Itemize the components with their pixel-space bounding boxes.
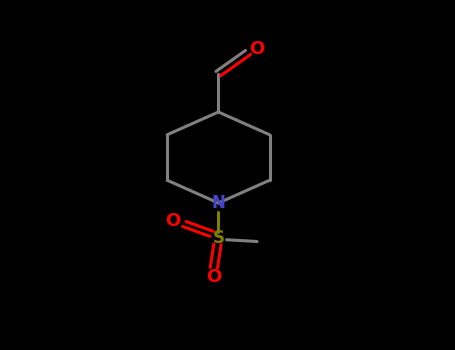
Text: O: O	[165, 212, 181, 230]
Text: N: N	[212, 194, 225, 212]
Text: O: O	[249, 40, 265, 58]
Text: S: S	[212, 229, 224, 247]
Text: O: O	[206, 267, 222, 286]
